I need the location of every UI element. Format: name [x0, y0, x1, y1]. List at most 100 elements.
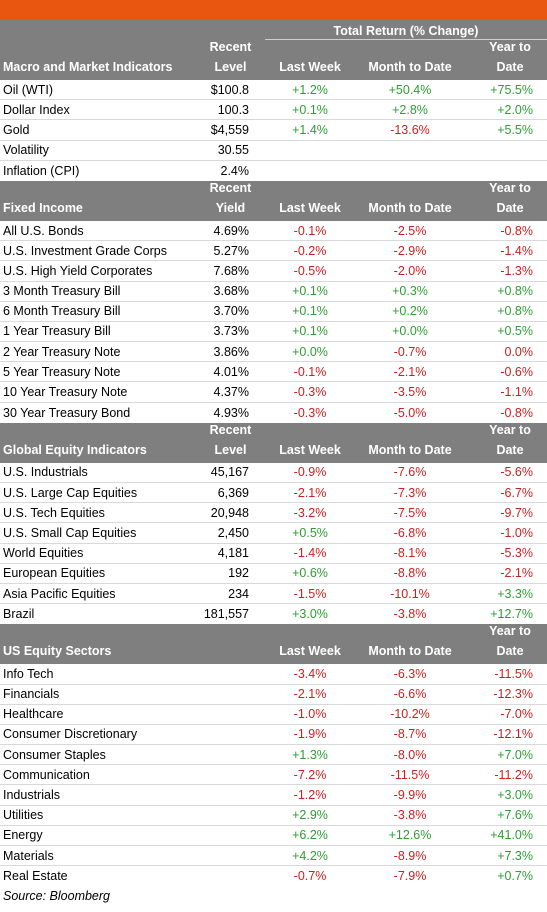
section-title: Fixed Income — [3, 200, 83, 215]
table-row: Asia Pacific Equities 234 -1.5% -10.1% +3.3% — [0, 584, 547, 605]
row-year-to-date: -1.4% — [500, 243, 533, 258]
row-level: 4,181 — [217, 546, 249, 561]
super-header: Total Return (% Change) — [0, 20, 547, 40]
row-last-week: +6.2% — [292, 828, 328, 843]
row-month-to-date: -2.0% — [393, 263, 427, 278]
accent-bar — [0, 0, 547, 20]
row-last-week: +4.2% — [292, 848, 328, 863]
row-year-to-date: -0.6% — [500, 364, 533, 379]
total-return-label: Total Return (% Change) — [265, 20, 547, 40]
row-name: 5 Year Treasury Note — [3, 364, 121, 379]
row-last-week: -0.9% — [293, 465, 327, 480]
row-name: Consumer Staples — [3, 747, 106, 762]
row-month-to-date: -10.2% — [390, 707, 430, 722]
row-year-to-date: -0.8% — [500, 223, 533, 238]
row-year-to-date: -1.1% — [500, 385, 533, 400]
last-week-header: Last Week — [279, 442, 341, 457]
table-row: Brazil 181,557 +3.0% -3.8% +12.7% — [0, 604, 547, 624]
row-month-to-date: +2.8% — [392, 102, 428, 117]
row-last-week: +1.3% — [292, 747, 328, 762]
section-header: Macro and Market Indicators Recent Level La… — [0, 40, 547, 80]
row-level: 2.4% — [220, 163, 250, 178]
value-col-header-top: Recent — [209, 180, 252, 195]
table-row: Materials +4.2% -8.9% +7.3% — [0, 846, 547, 867]
row-year-to-date: -5.6% — [500, 465, 533, 480]
row-last-week: -7.2% — [293, 767, 327, 782]
row-month-to-date: -2.1% — [393, 364, 427, 379]
row-year-to-date: +3.0% — [497, 788, 533, 803]
row-name: Financials — [3, 687, 60, 702]
table-row: 1 Year Treasury Bill 3.73% +0.1% +0.0% +0.5% — [0, 322, 547, 343]
row-name: Healthcare — [3, 707, 64, 722]
row-name: 2 Year Treasury Note — [3, 344, 121, 359]
row-level: 3.86% — [213, 344, 249, 359]
row-last-week: +0.6% — [292, 566, 328, 581]
row-level: 100.3 — [217, 102, 249, 117]
row-level: $4,559 — [210, 122, 249, 137]
row-month-to-date: +0.2% — [392, 304, 428, 319]
row-last-week: -1.9% — [293, 727, 327, 742]
row-name: Inflation (CPI) — [3, 163, 80, 178]
row-month-to-date: -6.3% — [393, 666, 427, 681]
table-row: 5 Year Treasury Note 4.01% -0.1% -2.1% -0.6% — [0, 362, 547, 383]
table-row: Inflation (CPI) 2.4% — [0, 161, 547, 181]
value-col-header-bottom: Yield — [215, 200, 246, 215]
row-year-to-date: -11.5% — [494, 666, 533, 681]
table-row: 30 Year Treasury Bond 4.93% -0.3% -5.0% -0.8… — [0, 403, 547, 423]
row-year-to-date: -12.1% — [493, 727, 533, 742]
table-row: U.S. Small Cap Equities 2,450 +0.5% -6.8% -1… — [0, 523, 547, 544]
row-last-week: -0.5% — [293, 263, 327, 278]
row-name: 1 Year Treasury Bill — [3, 324, 111, 339]
row-last-week: -0.1% — [293, 364, 327, 379]
row-name: Info Tech — [3, 666, 54, 681]
row-month-to-date: -2.5% — [393, 223, 427, 238]
section-header: Global Equity Indicators Recent Level Last … — [0, 422, 547, 463]
row-last-week: +0.1% — [292, 284, 328, 299]
row-last-week: -0.1% — [293, 223, 327, 238]
table-row: Gold $4,559 +1.4% -13.6% +5.5% — [0, 120, 547, 141]
row-year-to-date: +0.8% — [497, 304, 533, 319]
row-last-week: -2.1% — [293, 687, 327, 702]
month-to-date-header: Month to Date — [368, 644, 452, 659]
row-month-to-date: -3.8% — [393, 607, 427, 622]
table-row: 3 Month Treasury Bill 3.68% +0.1% +0.3% +0.8… — [0, 282, 547, 302]
row-last-week: -0.3% — [293, 405, 327, 420]
row-year-to-date: +7.6% — [497, 808, 533, 823]
table-row: Dollar Index 100.3 +0.1% +2.8% +2.0% — [0, 100, 547, 121]
row-name: Industrials — [3, 788, 60, 803]
row-year-to-date: -9.7% — [500, 505, 533, 520]
row-name: U.S. Small Cap Equities — [3, 525, 137, 540]
row-last-week: -0.2% — [293, 243, 327, 258]
row-month-to-date: -0.7% — [393, 344, 427, 359]
row-month-to-date: +0.0% — [392, 324, 428, 339]
row-last-week: -3.2% — [293, 505, 327, 520]
row-name: Volatility — [3, 143, 49, 158]
row-year-to-date: -5.3% — [500, 546, 533, 561]
row-level: 234 — [228, 586, 249, 601]
row-month-to-date: -6.8% — [393, 525, 427, 540]
table-row: Real Estate -0.7% -7.9% +0.7% — [0, 866, 547, 886]
row-year-to-date: -6.7% — [500, 485, 533, 500]
row-level: 30.55 — [217, 143, 249, 158]
row-year-to-date: +5.5% — [497, 122, 533, 137]
row-year-to-date: +7.0% — [497, 747, 533, 762]
ytd-header-top: Year to — [489, 40, 531, 54]
section-title: Macro and Market Indicators — [3, 60, 173, 74]
table-row: Volatility 30.55 — [0, 141, 547, 161]
row-month-to-date: -8.0% — [393, 747, 427, 762]
row-level: 192 — [228, 566, 249, 581]
row-last-week: +0.5% — [292, 525, 328, 540]
row-year-to-date: +3.3% — [497, 586, 533, 601]
row-name: U.S. Large Cap Equities — [3, 485, 138, 500]
row-year-to-date: +0.7% — [497, 869, 533, 884]
row-level: 5.27% — [213, 243, 249, 258]
row-month-to-date: -11.5% — [390, 767, 430, 782]
row-last-week: -2.1% — [293, 485, 327, 500]
row-month-to-date: -10.1% — [390, 586, 430, 601]
row-name: U.S. Industrials — [3, 465, 88, 480]
row-year-to-date: +0.5% — [497, 324, 533, 339]
row-last-week: +1.4% — [292, 122, 328, 137]
row-level: 4.69% — [213, 223, 249, 238]
table-row: 6 Month Treasury Bill 3.70% +0.1% +0.2% +0.8… — [0, 302, 547, 322]
ytd-header-bottom: Date — [496, 442, 524, 457]
